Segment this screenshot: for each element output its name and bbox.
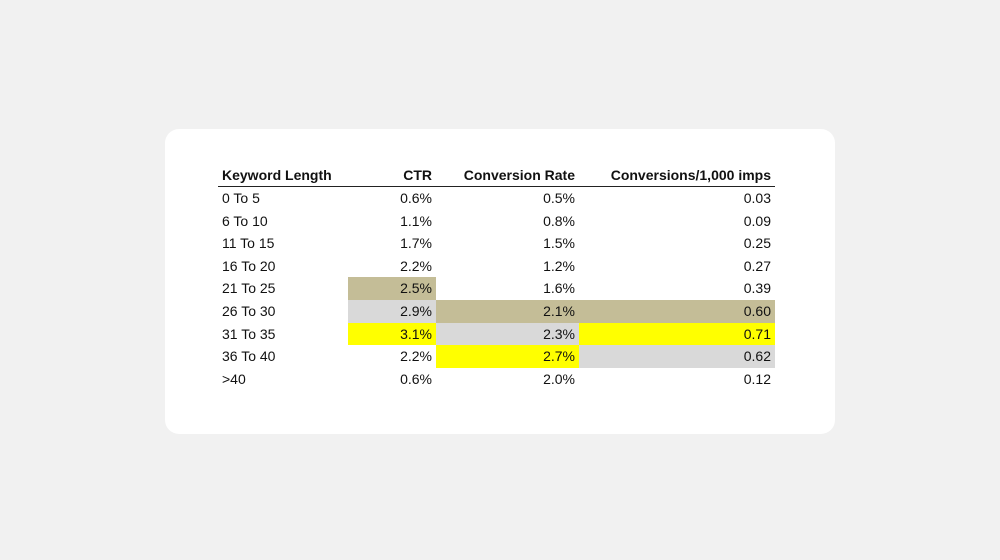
cell-ctr: 2.9% [348,299,436,323]
cell-keyword-length: 0 To 5 [222,190,260,206]
cell-conversion-rate: 0.5% [543,190,575,206]
cell-conversion-rate: 2.7% [436,345,579,368]
cell-conversions-per-1000-imps: 0.25 [743,235,771,252]
table-card: Keyword Length CTR Conversion Rate Conve… [165,129,835,434]
table-row: 16 To 20 2.2% 1.2% 0.27 [218,255,775,278]
cell-keyword-length: >40 [222,370,246,387]
cell-conversions-per-1000-imps: 0.27 [743,257,771,274]
cell-conversions-per-1000-imps: 0.12 [743,370,771,387]
cell-ctr: 2.2% [400,348,432,365]
cell-conversion-rate: 1.2% [543,257,575,274]
cell-conversion-rate: 2.1% [436,299,579,323]
table-row: 11 To 15 1.7% 1.5% 0.25 [218,232,775,255]
column-header-conversion-rate: Conversion Rate [436,164,579,187]
cell-ctr: 1.7% [400,235,432,252]
cell-conversion-rate: 1.5% [543,235,575,252]
cell-conversions-per-1000-imps: 0.71 [579,322,775,346]
table-row: 31 To 35 3.1% 2.3% 0.71 [218,322,775,346]
cell-keyword-length: 21 To 25 [222,280,276,297]
cell-ctr: 1.1% [400,212,432,229]
cell-conversion-rate: 1.6% [543,280,575,297]
cell-conversions-per-1000-imps: 0.39 [743,280,771,297]
table-row: 36 To 40 2.2% 2.7% 0.62 [218,345,775,368]
table-row: 21 To 25 2.5% 1.6% 0.39 [218,277,775,300]
cell-keyword-length: 6 To 10 [222,212,268,229]
cell-conversions-per-1000-imps: 0.03 [743,190,771,206]
cell-ctr: 0.6% [400,190,432,206]
cell-conversions-per-1000-imps: 0.09 [743,212,771,229]
table-row: >40 0.6% 2.0% 0.12 [218,368,775,391]
column-header-keyword-length: Keyword Length [218,164,348,187]
column-header-conversions-per-1000-imps: Conversions/1,000 imps [579,164,775,187]
cell-conversions-per-1000-imps: 0.62 [579,345,775,368]
table-body: 0 To 5 0.6% 0.5% 0.03 6 To 10 1.1% 0.8% 0.09 11 … [218,187,775,391]
cell-conversion-rate: 2.3% [436,322,579,346]
column-header-ctr: CTR [348,164,436,187]
cell-keyword-length: 16 To 20 [222,257,276,274]
cell-ctr: 2.2% [400,257,432,274]
header-row: Keyword Length CTR Conversion Rate Conve… [218,164,775,187]
cell-ctr: 2.5% [348,277,436,300]
cell-conversion-rate: 2.0% [543,370,575,387]
cell-keyword-length: 31 To 35 [222,325,276,342]
cell-conversions-per-1000-imps: 0.60 [579,299,775,323]
table-row: 0 To 5 0.6% 0.5% 0.03 [218,187,775,210]
cell-ctr: 3.1% [348,322,436,346]
cell-keyword-length: 11 To 15 [222,235,275,252]
cell-conversion-rate: 0.8% [543,212,575,229]
table-row: 6 To 10 1.1% 0.8% 0.09 [218,210,775,233]
cell-keyword-length: 36 To 40 [222,348,276,365]
table-row: 26 To 30 2.9% 2.1% 0.60 [218,299,775,323]
cell-ctr: 0.6% [400,370,432,387]
cell-keyword-length: 26 To 30 [222,302,276,319]
keyword-length-table: Keyword Length CTR Conversion Rate Conve… [218,164,775,390]
